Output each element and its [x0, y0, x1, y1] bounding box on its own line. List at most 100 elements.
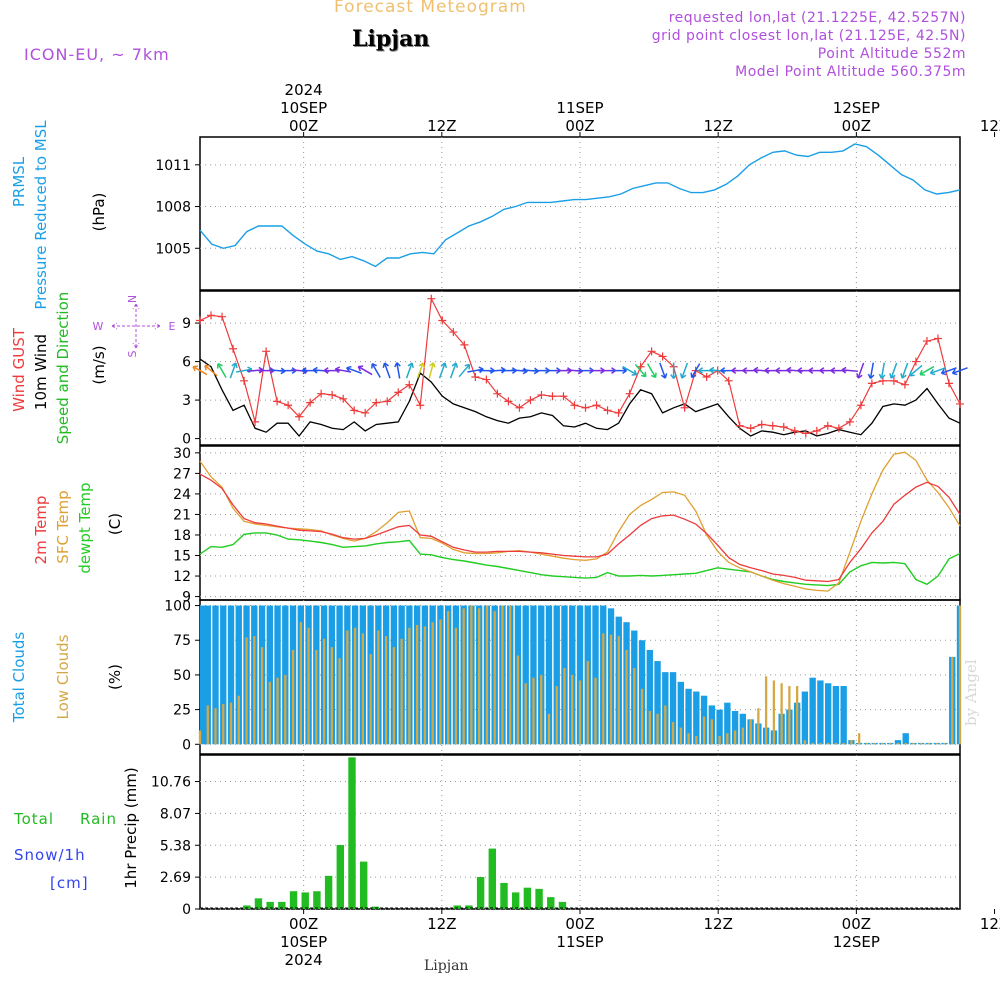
total-cloud-bar-9: [266, 605, 273, 745]
low-cloud-bar-9: [268, 681, 271, 745]
gust-marker-25: [471, 372, 480, 381]
wind-arrowhead-17: [382, 362, 389, 368]
wind-arrowhead-68: [940, 368, 947, 376]
total-cloud-bar-2: [212, 605, 219, 745]
low-cloud-bar-48: [571, 674, 574, 745]
low-cloud-bar-10: [276, 677, 279, 745]
rain-bar-8: [289, 891, 298, 909]
ytick-label-pressure-1: 1008: [155, 200, 191, 216]
total-cloud-bar-61: [669, 672, 677, 745]
low-cloud-bar-33: [454, 627, 458, 745]
rain-bar-31: [558, 901, 567, 909]
gust-marker-55: [801, 429, 810, 438]
low-cloud-bar-67: [718, 735, 721, 745]
wind-arrowhead-45: [690, 372, 697, 379]
bottom-axis-label-2-0: 00Z: [565, 915, 594, 933]
low-cloud-bar-93: [920, 742, 923, 745]
wind-arrowhead-65: [909, 370, 915, 377]
low-cloud-bar-7: [253, 636, 256, 745]
wind-arrow-25: [467, 368, 484, 373]
total-cloud-bar-59: [654, 661, 661, 745]
wind-arrowhead-63: [889, 373, 896, 379]
gust-marker-31: [537, 390, 546, 399]
gust-marker-42: [658, 352, 667, 361]
low-cloud-bar-56: [633, 667, 636, 745]
gust-marker-8: [284, 401, 293, 410]
point-altitude: Point Altitude 552m: [817, 46, 966, 62]
bottom-axis-label-5-0: 12Z: [980, 915, 1000, 933]
wind-arrow-41: [646, 363, 657, 378]
low-cloud-bar-20: [353, 627, 357, 745]
total-cloud-bar-1: [204, 605, 211, 745]
gust-marker-24: [460, 340, 469, 349]
low-cloud-bar-25: [392, 647, 396, 745]
ytick-label-pressure-0: 1005: [155, 241, 191, 257]
gust-marker-5: [251, 417, 260, 426]
wind-arrow-14: [346, 367, 362, 375]
wind-arrow-29: [511, 369, 528, 373]
gust-marker-18: [394, 388, 403, 397]
wind-arrowhead-57: [819, 367, 825, 374]
ytick-label-clouds-1: 25: [173, 703, 191, 719]
gust-marker-53: [779, 423, 788, 432]
ytick-label-clouds-4: 100: [164, 599, 191, 615]
low-cloud-bar-64: [695, 735, 698, 745]
low-cloud-bar-11: [284, 674, 287, 745]
top-axis-label-0-2: 00Z: [289, 117, 318, 135]
top-axis-label-3-0: 12Z: [703, 117, 732, 135]
total-cloud-bar-5: [235, 605, 242, 745]
low-cloud-bar-79: [811, 742, 814, 745]
wind-arrowhead-49: [731, 367, 737, 374]
precip-label-total: Total: [13, 810, 54, 828]
wind-arrowhead-12: [323, 367, 329, 374]
wind-arrowhead-24: [464, 363, 471, 370]
low-cloud-bar-59: [656, 713, 659, 745]
low-cloud-bar-92: [912, 742, 915, 745]
model-label: ICON-EU, ~ 7km: [24, 45, 170, 64]
low-cloud-bar-5: [237, 695, 240, 745]
ytick-label-clouds-0: 0: [182, 737, 191, 753]
gust-marker-14: [350, 406, 359, 415]
gust-marker-51: [757, 420, 766, 429]
ytick-label-precip-3: 8.07: [160, 806, 191, 822]
gust-marker-22: [438, 316, 447, 325]
low-cloud-bar-77: [795, 686, 799, 745]
low-cloud-bar-50: [586, 661, 589, 745]
wind-arrow-23: [449, 362, 457, 379]
gust-marker-59: [845, 417, 854, 426]
wind-arrowhead-3: [231, 362, 238, 368]
low-cloud-bar-44: [540, 674, 543, 745]
wind-arrowhead-14: [346, 365, 352, 373]
low-cloud-bar-91: [904, 742, 907, 745]
low-cloud-bar-69: [733, 730, 737, 745]
low-cloud-bar-60: [664, 705, 667, 745]
wind-label-unit: (m/s): [90, 345, 108, 384]
clouds-label-low: Low Clouds: [54, 634, 72, 719]
wind-arrowhead-23: [451, 362, 459, 368]
wind-arrowhead-62: [878, 373, 886, 379]
wind-arrowhead-67: [929, 368, 936, 376]
clouds-label-unit: (%): [106, 664, 124, 690]
temp-2m-line: [199, 473, 961, 583]
wind-arrow-62: [880, 362, 886, 379]
total-cloud-bar-80: [817, 680, 824, 745]
gust-marker-27: [493, 389, 502, 398]
low-cloud-bar-1: [206, 705, 209, 745]
wind-arrowhead-42: [660, 373, 668, 379]
total-cloud-bar-67: [716, 709, 723, 745]
wind-arrow-24: [458, 363, 471, 378]
gust-marker-16: [372, 398, 381, 407]
low-cloud-bar-4: [229, 702, 233, 745]
low-cloud-bar-65: [702, 716, 706, 745]
low-cloud-bar-19: [346, 630, 349, 745]
top-axis-label-1-0: 12Z: [427, 117, 456, 135]
low-cloud-bar-95: [935, 742, 938, 745]
low-cloud-bar-12: [291, 649, 295, 745]
low-cloud-bar-66: [710, 719, 713, 745]
gust-marker-32: [548, 392, 557, 401]
wind-arrowhead-64: [900, 373, 907, 379]
gust-marker-4: [240, 376, 249, 385]
bottom-axis-label-2-1: 11SEP: [556, 933, 603, 951]
total-cloud-bar-42: [522, 605, 529, 745]
